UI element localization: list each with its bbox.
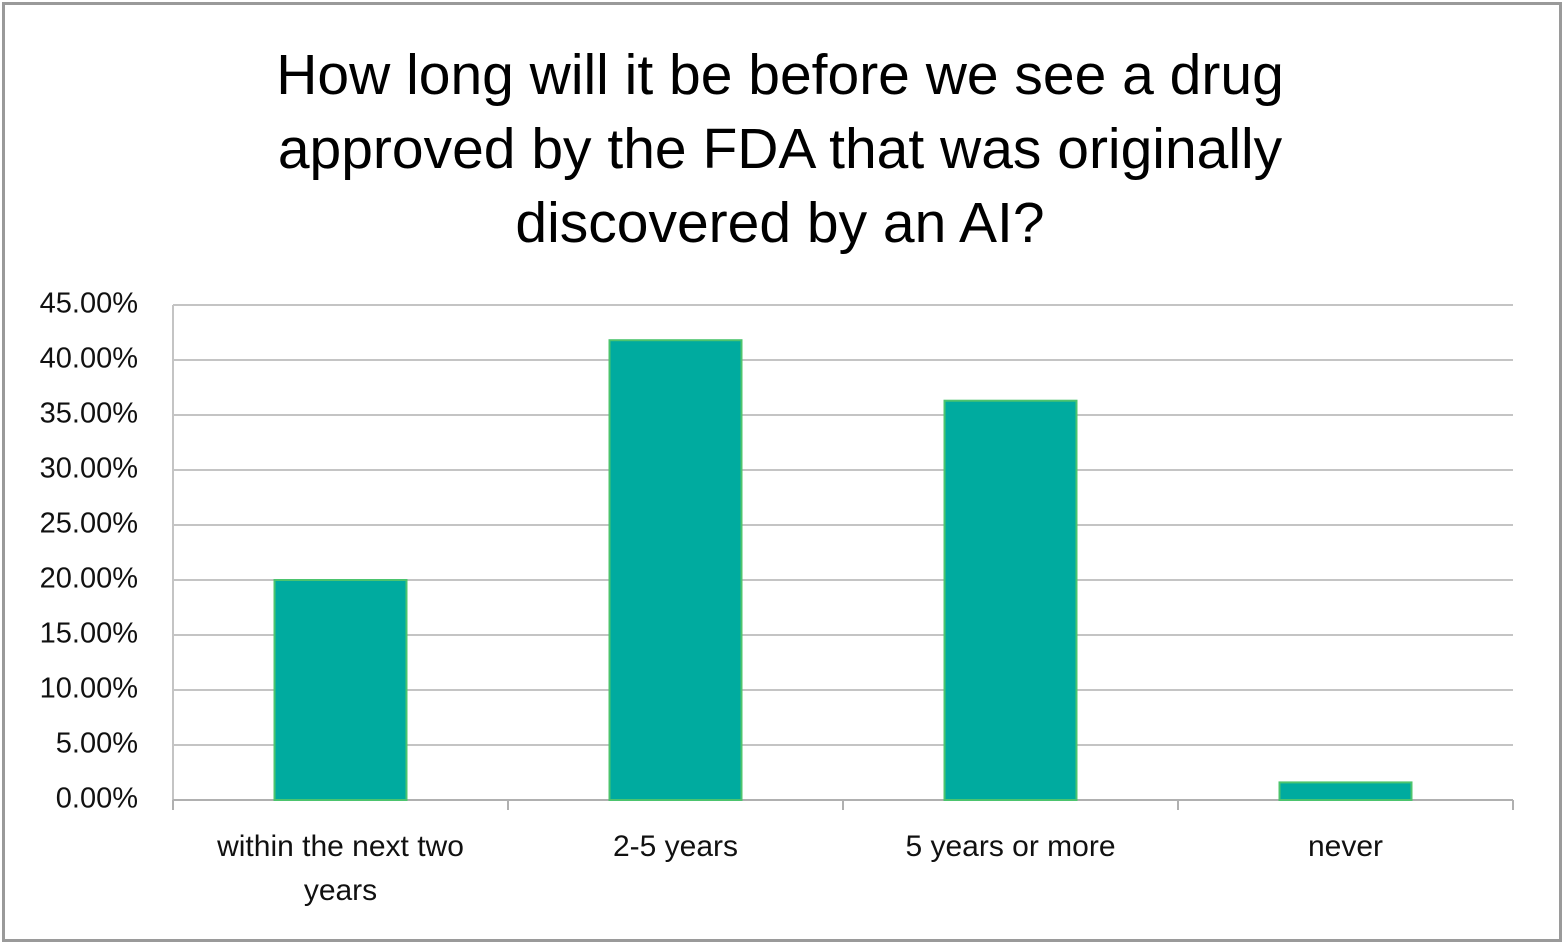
y-tick-label: 10.00% xyxy=(40,673,138,705)
bar xyxy=(1278,781,1413,802)
y-tick-label: 25.00% xyxy=(40,508,138,540)
y-tick-label: 30.00% xyxy=(40,453,138,485)
y-tick-label: 20.00% xyxy=(40,563,138,595)
x-tick-label: within the next two years xyxy=(217,830,464,907)
bar xyxy=(608,339,743,801)
y-tick-label: 0.00% xyxy=(56,783,138,815)
y-tick-label: 35.00% xyxy=(40,398,138,430)
y-tick-label: 15.00% xyxy=(40,618,138,650)
x-tick-label: 5 years or more xyxy=(905,830,1116,863)
y-tick-label: 40.00% xyxy=(40,343,138,375)
x-tick-label: never xyxy=(1307,830,1384,863)
x-tick-label: 2-5 years xyxy=(612,830,739,863)
bar xyxy=(273,579,408,801)
y-tick-label: 5.00% xyxy=(56,728,138,760)
chart-title: How long will it be before we see a drug… xyxy=(276,43,1284,255)
y-tick-label: 45.00% xyxy=(40,288,138,320)
bar xyxy=(943,399,1078,801)
